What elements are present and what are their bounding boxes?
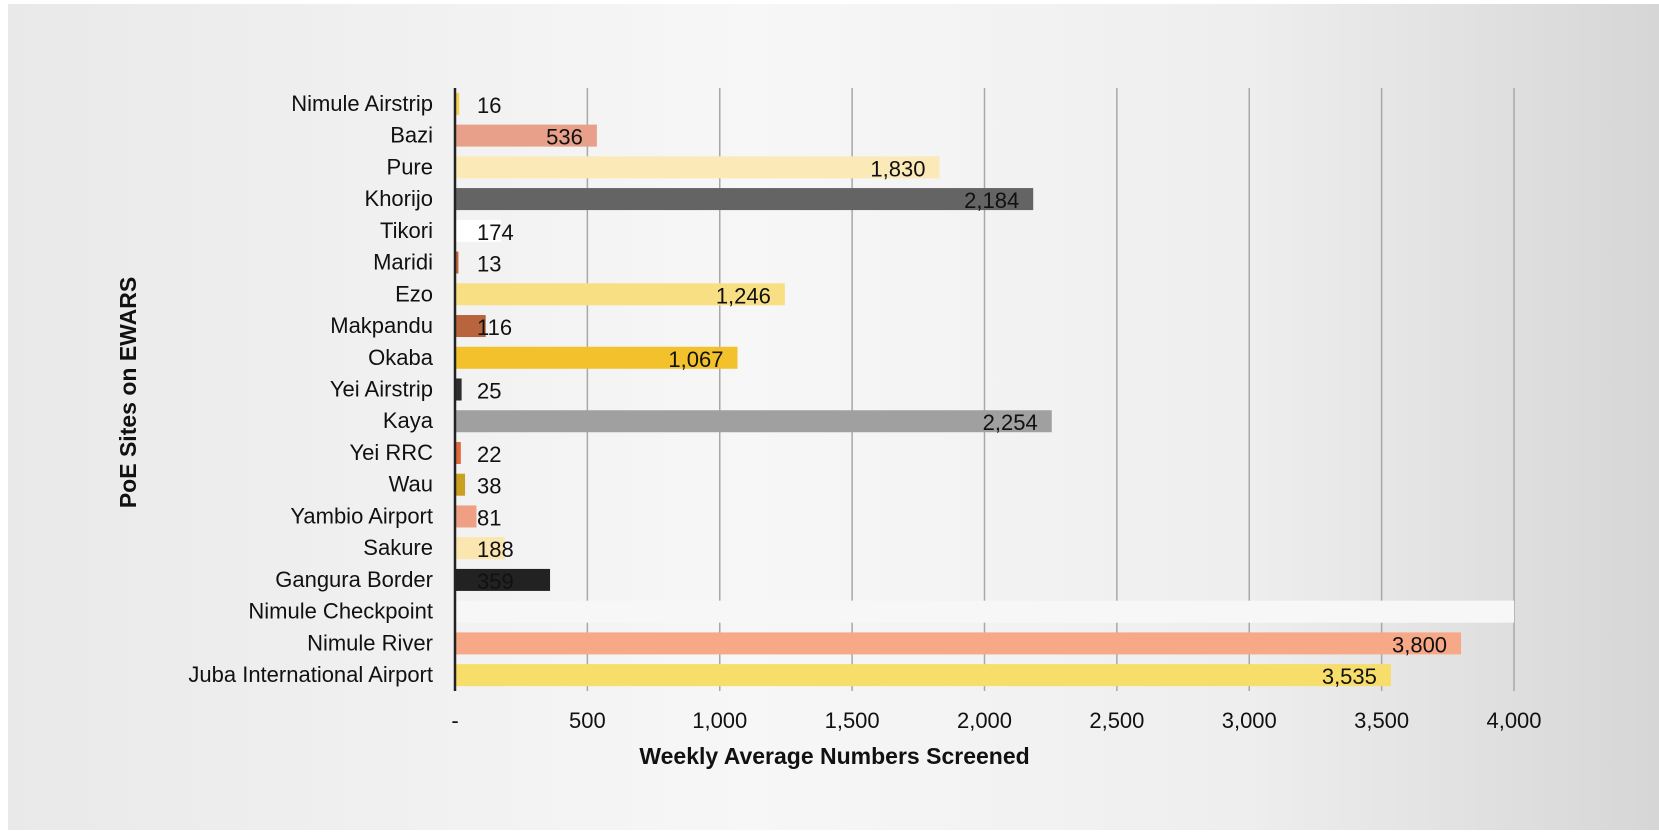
data-label-13: 81 (477, 505, 501, 530)
data-label-1: 536 (546, 125, 583, 150)
category-label-16: Nimule Checkpoint (248, 599, 433, 624)
bar-11 (455, 441, 461, 464)
data-label-6: 1,246 (716, 283, 771, 308)
bar-2 (455, 156, 940, 179)
x-tick-labels: - 500 1,000 1,500 2,000 2,500 3,000 3,500 4,000 (451, 708, 1541, 733)
x-tick-label-0: - (451, 708, 458, 733)
category-label-9: Yei Airstrip (330, 377, 433, 402)
bar-15 (455, 568, 551, 591)
category-label-18: Juba International Airport (188, 662, 433, 687)
bar-0 (455, 92, 460, 115)
data-label-10: 2,254 (983, 410, 1038, 435)
category-label-11: Yei RRC (349, 440, 433, 465)
category-label-10: Kaya (383, 408, 434, 433)
x-tick-label-5: 2,500 (1089, 708, 1144, 733)
data-label-2: 1,830 (870, 156, 925, 181)
category-label-2: Pure (387, 154, 433, 179)
bar-16 (455, 600, 1514, 623)
data-label-8: 1,067 (668, 347, 723, 372)
bar-12 (455, 473, 466, 496)
data-label-15: 359 (477, 569, 514, 594)
gridlines (586, 88, 1515, 691)
bar-8 (455, 346, 738, 369)
category-labels: Nimule Airstrip Bazi Pure Khorijo Tikori Mari… (188, 91, 433, 687)
category-label-0: Nimule Airstrip (291, 91, 433, 116)
x-tick-label-3: 1,500 (825, 708, 880, 733)
category-label-13: Yambio Airport (290, 503, 433, 528)
category-label-3: Khorijo (365, 186, 433, 211)
x-tick-label-1: 500 (569, 708, 606, 733)
category-label-12: Wau (389, 472, 433, 497)
data-labels: 16 536 1,830 2,184 174 13 1,246 116 1,067 25 2,254… (477, 93, 1447, 689)
bar-10 (455, 410, 1052, 433)
x-tick-label-4: 2,000 (957, 708, 1012, 733)
bar-7 (455, 315, 486, 338)
chart-panel: Nimule Airstrip Bazi Pure Khorijo Tikori Mari… (8, 4, 1659, 830)
data-label-14: 188 (477, 537, 514, 562)
x-tick-label-8: 4,000 (1486, 708, 1541, 733)
x-tick-label-6: 3,000 (1222, 708, 1277, 733)
category-label-4: Tikori (380, 218, 433, 243)
bar-1 (455, 124, 597, 147)
bar-9 (455, 378, 462, 401)
bar-17 (455, 632, 1462, 655)
data-label-3: 2,184 (964, 188, 1019, 213)
bar-6 (455, 283, 785, 306)
data-label-11: 22 (477, 442, 501, 467)
category-label-1: Bazi (390, 123, 433, 148)
data-label-4: 174 (477, 220, 514, 245)
data-label-9: 25 (477, 379, 501, 404)
category-label-5: Maridi (373, 250, 433, 275)
y-axis-title: PoE Sites on EWARS (115, 277, 141, 508)
data-label-7: 116 (477, 315, 512, 340)
bar-14 (455, 537, 505, 560)
bar-18 (455, 664, 1391, 687)
data-label-5: 13 (477, 252, 501, 277)
data-label-0: 16 (477, 93, 501, 118)
bar-13 (455, 505, 477, 528)
data-label-12: 38 (477, 474, 501, 499)
category-label-14: Sakure (363, 535, 433, 560)
x-axis-title: Weekly Average Numbers Screened (639, 743, 1029, 769)
category-label-8: Okaba (368, 345, 434, 370)
bar-5 (455, 251, 459, 274)
x-tick-label-2: 1,000 (692, 708, 747, 733)
bar-3 (455, 188, 1034, 211)
bars (455, 92, 1514, 687)
data-label-17: 3,800 (1392, 632, 1447, 657)
category-label-6: Ezo (395, 281, 433, 306)
x-tick-label-7: 3,500 (1354, 708, 1409, 733)
bar-4 (455, 219, 502, 242)
category-label-7: Makpandu (330, 313, 433, 338)
category-label-15: Gangura Border (275, 567, 433, 592)
category-label-17: Nimule River (307, 630, 433, 655)
bar-chart: Nimule Airstrip Bazi Pure Khorijo Tikori Mari… (115, 88, 1542, 769)
data-label-18: 3,535 (1322, 664, 1377, 689)
